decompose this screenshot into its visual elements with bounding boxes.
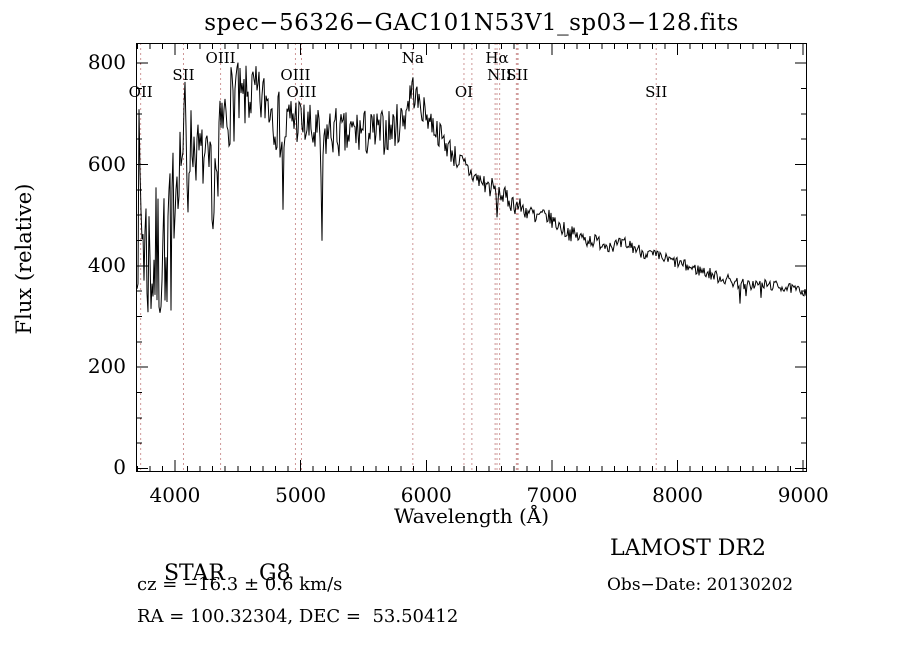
y-tick-label: 400 — [87, 252, 126, 277]
spectral-line-label-sii: SII — [645, 83, 668, 101]
y-tick-label: 800 — [87, 50, 126, 75]
x-tick-label: 5000 — [275, 483, 327, 507]
spectral-line-label-nii: NII — [487, 66, 513, 84]
spectral-line-label-sii: SII — [172, 66, 195, 84]
spectrum-line — [136, 62, 807, 313]
x-tick-label: 4000 — [149, 483, 201, 507]
spectral-line-label-oii: OII — [128, 83, 153, 101]
class-label: STAR — [163, 561, 225, 586]
object-class-text: STAR G8 — [136, 536, 291, 611]
plot-frame — [136, 43, 807, 472]
x-tick-label: 7000 — [526, 483, 578, 507]
y-tick-label: 200 — [87, 354, 126, 379]
x-tick-label: 9000 — [777, 483, 829, 507]
survey-release-text: LAMOST DR2 — [610, 536, 766, 561]
obs-date-text: Obs−Date: 20130202 — [607, 575, 794, 595]
y-tick-label: 600 — [87, 151, 126, 176]
cz-velocity-text: cz = −16.3 ± 0.6 km/s — [137, 574, 343, 595]
spectral-line-label-oiii: OIII — [286, 83, 317, 101]
y-axis-label: Flux (relative) — [12, 183, 36, 335]
x-tick-label: 8000 — [652, 483, 704, 507]
spectral-line-label-sii: SII — [506, 66, 529, 84]
spectral-line-label-oiii: OIII — [280, 66, 311, 84]
spectral-line-label-na: Na — [401, 49, 424, 67]
subclass-label: G8 — [258, 561, 291, 586]
plot-title: spec−56326−GAC101N53V1_sp03−128.fits — [204, 10, 739, 36]
y-tick-label: 0 — [113, 455, 126, 480]
spectral-line-label-hα: Hα — [485, 49, 509, 67]
ra-dec-text: RA = 100.32304, DEC = 53.50412 — [137, 606, 459, 627]
spectral-line-label-oi: OI — [454, 83, 474, 101]
x-axis-label: Wavelength (Å) — [393, 504, 550, 528]
spectral-line-label-oiii: OIII — [205, 49, 236, 67]
x-tick-label: 6000 — [400, 483, 452, 507]
